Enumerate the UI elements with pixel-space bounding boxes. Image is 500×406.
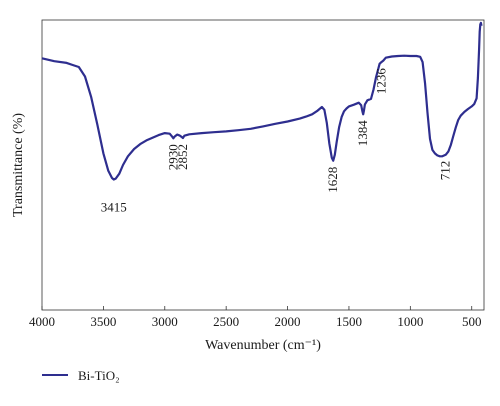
- peak-label-3415: 3415: [101, 200, 127, 215]
- peak-label-712: 712: [438, 161, 453, 181]
- x-tick-label-2000: 2000: [275, 314, 301, 329]
- x-tick-label-3000: 3000: [152, 314, 178, 329]
- peak-label-2852: 2852: [175, 144, 190, 170]
- x-tick-label-500: 500: [462, 314, 482, 329]
- x-axis-tick-labels: 4000 3500 3000 2500 2000 1500 1000 500: [29, 314, 481, 329]
- x-tick-label-2500: 2500: [213, 314, 239, 329]
- x-axis-title: Wavenumber (cm⁻¹): [205, 338, 321, 353]
- x-tick-label-4000: 4000: [29, 314, 55, 329]
- series-line-bi-tio2: [41, 21, 483, 181]
- x-tick-label-3500: 3500: [90, 314, 116, 329]
- plot-frame: [41, 19, 485, 311]
- legend: Bi-TiO₂: [42, 368, 120, 383]
- legend-label-bi-tio2: Bi-TiO₂: [78, 368, 120, 383]
- peak-label-1628: 1628: [325, 167, 340, 193]
- x-axis-ticks: [41, 306, 473, 310]
- peak-label-1384: 1384: [355, 120, 370, 147]
- x-tick-label-1000: 1000: [397, 314, 423, 329]
- y-axis-title: Transmittance (%): [11, 113, 26, 217]
- peak-label-2930: 2930: [165, 144, 180, 170]
- peak-label-1236: 1236: [373, 68, 388, 95]
- x-tick-label-1500: 1500: [336, 314, 362, 329]
